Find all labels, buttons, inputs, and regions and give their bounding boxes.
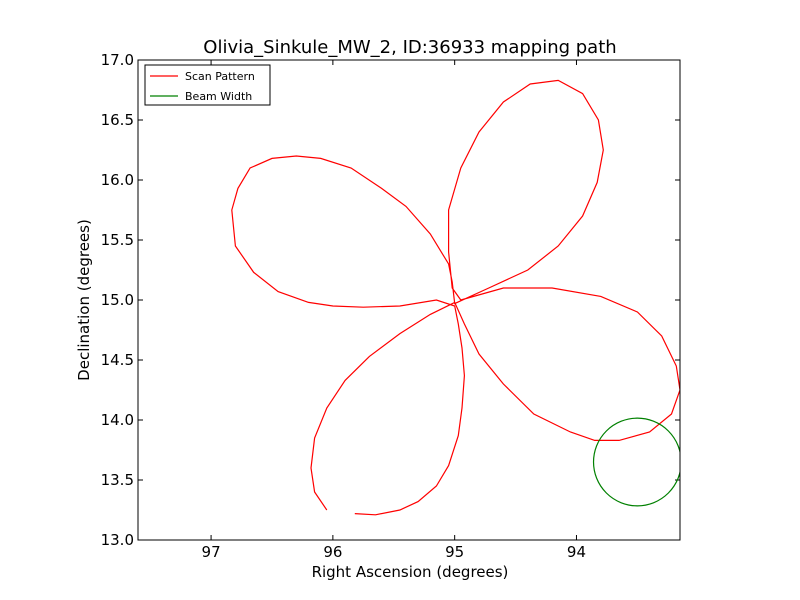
- x-tick-label: 96: [323, 543, 342, 561]
- x-axis-label: Right Ascension (degrees): [312, 563, 509, 581]
- legend-label-scan-pattern: Scan Pattern: [185, 70, 255, 83]
- y-tick-label: 16.5: [101, 111, 134, 129]
- y-axis-label: Declination (degrees): [75, 219, 93, 381]
- y-tick-label: 17.0: [101, 51, 134, 69]
- series-layer: [231, 79, 680, 516]
- legend: Scan Pattern Beam Width: [144, 64, 271, 106]
- x-tick-label: 97: [202, 543, 221, 561]
- plot-area: [138, 60, 680, 540]
- beam-width-circle: [592, 417, 680, 507]
- y-tick-label: 15.5: [101, 231, 134, 249]
- y-tick-label: 14.5: [101, 351, 134, 369]
- x-tick-label: 94: [567, 543, 586, 561]
- y-tick-label: 13.5: [101, 471, 134, 489]
- legend-label-beam-width: Beam Width: [185, 90, 252, 103]
- tick-labels: 97 96 95 94 13.0 13.5 14.0 14.5 15.0 15.5 16.0 16.5…: [101, 51, 586, 561]
- y-tick-label: 16.0: [101, 171, 134, 189]
- chart-title: Olivia_Sinkule_MW_2, ID:36933 mapping pa…: [203, 37, 616, 58]
- y-tick-label: 14.0: [101, 411, 134, 429]
- plot-frame: [137, 59, 681, 541]
- y-tick-label: 13.0: [101, 531, 134, 549]
- scan-pattern-line: [231, 79, 680, 516]
- legend-box: [144, 64, 271, 106]
- x-tick-label: 95: [445, 543, 464, 561]
- y-tick-label: 15.0: [101, 291, 134, 309]
